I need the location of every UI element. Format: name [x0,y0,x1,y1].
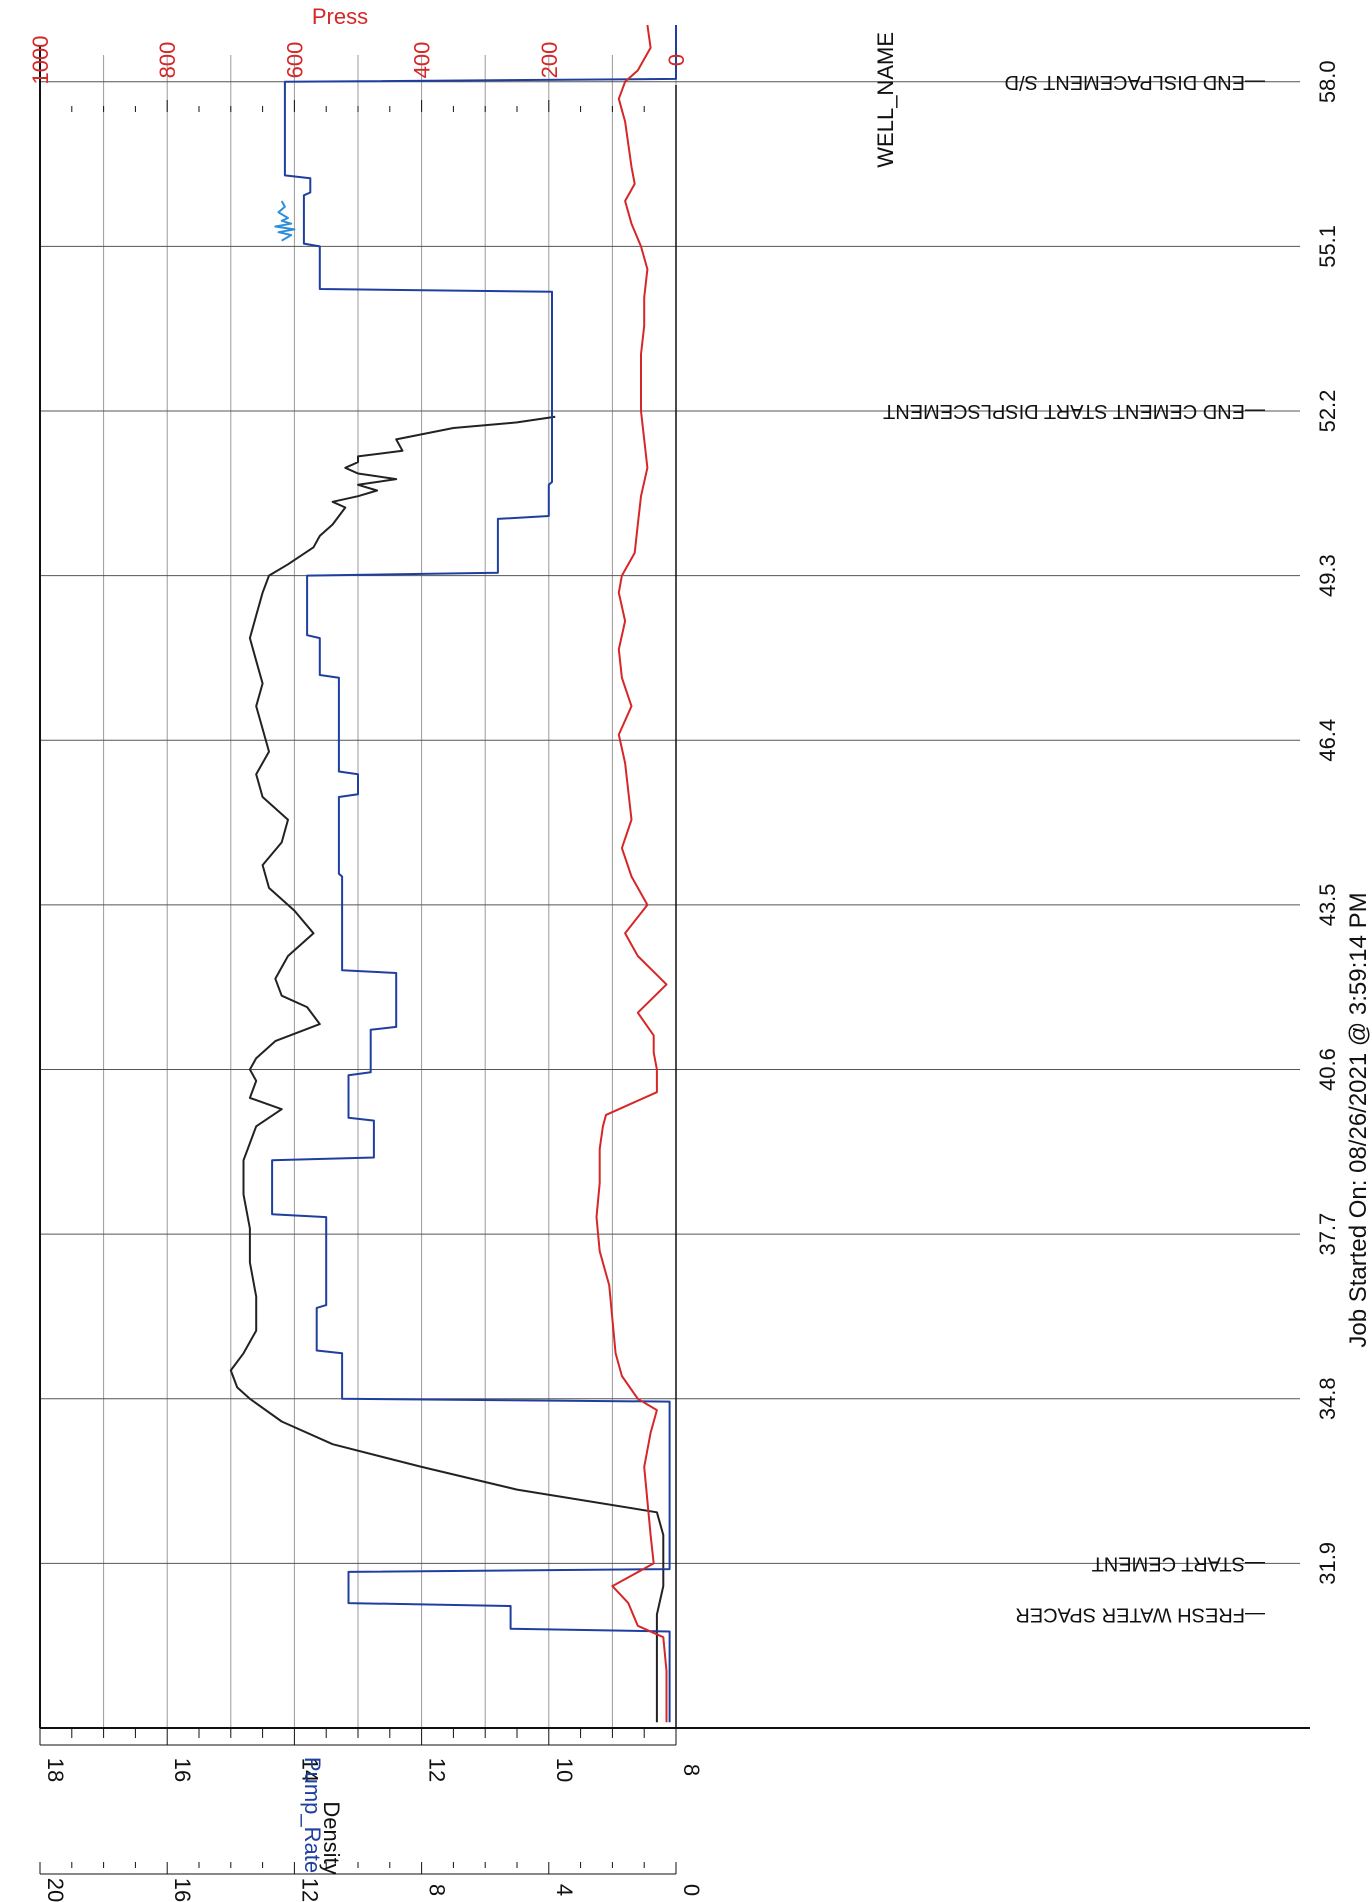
press-tick-label: 1000 [28,36,53,85]
pump-rate-title-group: Pump_Rate [300,1757,325,1873]
series [229,24,677,1723]
press-axis-title: Press [312,4,368,29]
time-tick-label: 34.8 [1315,1377,1340,1420]
pump-tick-label: 12 [297,1878,322,1902]
annotations: —FRESH WATER SPACER —START CEMENT —END CEM… [883,71,1265,1626]
pump-tick-label: 0 [679,1884,704,1896]
time-tick-label: 40.6 [1315,1048,1340,1091]
density-tick-label: 10 [552,1758,577,1782]
series-line-pump-rate [271,25,677,1723]
pump-tick-label: 20 [43,1878,68,1902]
density-axis-title: Density [319,1801,344,1874]
event-annotation: —END CEMENT START DISPLSCEMENT [883,400,1265,422]
density-title-group: Density [319,1801,344,1874]
axes: 31.9 34.8 37.7 40.6 43.5 46.4 49.3 52.2 55.1 58.0… [28,36,1340,1902]
time-tick-label: 46.4 [1315,719,1340,762]
series-line-pump-rate [274,200,296,242]
event-annotation: —FRESH WATER SPACER [1015,1603,1265,1625]
event-annotation: —START CEMENT [1092,1552,1265,1574]
time-tick-label: 37.7 [1315,1213,1340,1256]
time-tick-label: 31.9 [1315,1542,1340,1585]
job-start-group: Job Started On: 08/26/2021 @ 3:59:14 PM [1345,892,1372,1347]
time-tick-label: 49.3 [1315,554,1340,597]
press-tick-label: 800 [155,42,180,79]
press-tick-label: 600 [282,42,307,79]
density-tick-label: 12 [425,1758,450,1782]
density-tick-label: 8 [679,1764,704,1776]
time-tick-label: 58.0 [1315,60,1340,103]
series-line-press [595,24,668,1723]
density-tick-label: 18 [43,1758,68,1782]
press-tick-label: 200 [537,42,562,79]
time-tick-label: 55.1 [1315,225,1340,268]
well-label: WELL_NAME [873,32,898,168]
event-annotation: —END DISLPACEMENT S/D [1005,71,1265,93]
press-tick-label: 400 [410,42,435,79]
pump-rate-axis-title: Pump_Rate [300,1757,325,1873]
press-tick-label: 0 [664,54,689,66]
pump-tick-label: 4 [552,1884,577,1896]
time-tick-label: 43.5 [1315,883,1340,926]
density-tick-label: 16 [170,1758,195,1782]
job-started-label: Job Started On: 08/26/2021 @ 3:59:14 PM [1345,892,1372,1347]
density-tick-label: 14 [297,1758,322,1782]
pump-tick-label: 16 [170,1878,195,1902]
time-tick-label: 52.2 [1315,390,1340,433]
well-label-group: WELL_NAME [873,32,898,168]
series-line-density [229,415,665,1723]
pump-tick-label: 8 [425,1884,450,1896]
